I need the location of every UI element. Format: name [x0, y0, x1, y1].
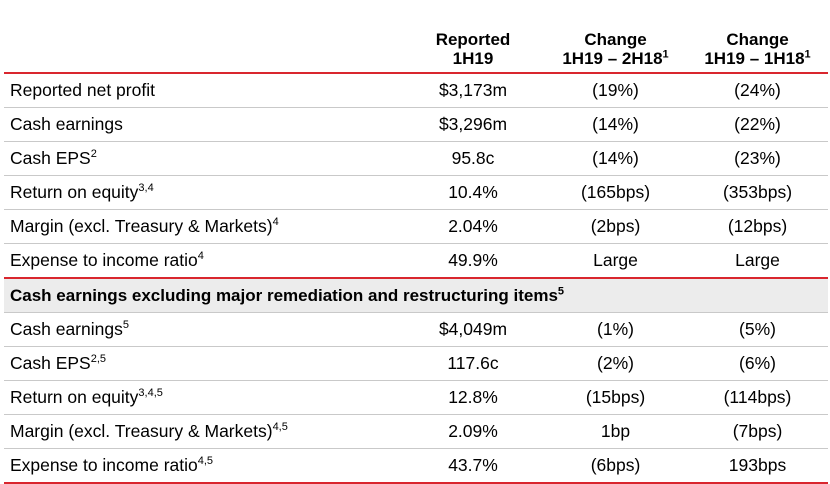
row-label-text: Expense to income ratio [10, 455, 198, 475]
header-change2-line2: 1H19 – 2H181 [544, 49, 687, 68]
table-row: Return on equity3,4,5 12.8% (15bps) (114… [4, 380, 828, 415]
section-header-row: Cash earnings excluding major remediatio… [4, 277, 828, 313]
cell-change-1h18: (353bps) [687, 175, 828, 210]
cell-reported: 43.7% [402, 448, 544, 484]
row-label: Margin (excl. Treasury & Markets)4 [4, 209, 402, 244]
header-row: Reported 1H19 Change 1H19 – 2H181 Change… [4, 24, 828, 74]
cell-reported: 49.9% [402, 243, 544, 279]
cell-reported: 2.04% [402, 209, 544, 244]
row-label: Return on equity3,4 [4, 175, 402, 210]
row-footnote: 3,4 [138, 182, 154, 195]
row-label-text: Margin (excl. Treasury & Markets) [10, 216, 273, 236]
table-row: Margin (excl. Treasury & Markets)4,5 2.0… [4, 414, 828, 449]
header-empty [4, 24, 402, 74]
table-row: Reported net profit $3,173m (19%) (24%) [4, 73, 828, 108]
header-change2-period: 1H19 – 2H18 [562, 49, 663, 68]
cell-reported: 2.09% [402, 414, 544, 449]
cell-reported: $4,049m [402, 312, 544, 347]
table-header: Reported 1H19 Change 1H19 – 2H181 Change… [4, 24, 828, 74]
row-label: Cash EPS2 [4, 141, 402, 176]
row-label-text: Return on equity [10, 182, 139, 202]
cell-change-1h18: (5%) [687, 312, 828, 347]
header-reported-1h19: Reported 1H19 [402, 24, 544, 74]
cell-change-2h18: (2bps) [544, 209, 687, 244]
row-footnote: 5 [122, 319, 129, 332]
row-label-text: Return on equity [10, 387, 139, 407]
cell-reported: 12.8% [402, 380, 544, 415]
cell-reported: 117.6c [402, 346, 544, 381]
table-row: Cash EPS2,5 117.6c (2%) (6%) [4, 346, 828, 381]
row-label: Return on equity3,4,5 [4, 380, 402, 415]
table-row: Cash EPS2 95.8c (14%) (23%) [4, 141, 828, 176]
row-label-text: Margin (excl. Treasury & Markets) [10, 421, 273, 441]
cell-change-1h18: (22%) [687, 107, 828, 142]
cell-reported: 10.4% [402, 175, 544, 210]
row-label-text: Cash EPS [10, 148, 91, 168]
cell-change-2h18: (6bps) [544, 448, 687, 484]
row-label: Cash EPS2,5 [4, 346, 402, 381]
cell-change-1h18: (12bps) [687, 209, 828, 244]
header-change-vs-2h18: Change 1H19 – 2H181 [544, 24, 687, 74]
section-header: Cash earnings excluding major remediatio… [4, 277, 828, 313]
cell-change-1h18: (23%) [687, 141, 828, 176]
row-label: Cash earnings [4, 107, 402, 142]
row-footnote: 3,4,5 [138, 387, 163, 400]
table-row: Margin (excl. Treasury & Markets)4 2.04%… [4, 209, 828, 244]
table-row: Expense to income ratio4,5 43.7% (6bps) … [4, 448, 828, 484]
header-change2-footnote: 1 [662, 48, 669, 61]
row-label: Cash earnings5 [4, 312, 402, 347]
table-row: Cash earnings5 $4,049m (1%) (5%) [4, 312, 828, 347]
table-row: Expense to income ratio4 49.9% Large Lar… [4, 243, 828, 279]
cell-reported: $3,173m [402, 73, 544, 108]
cell-change-1h18: (7bps) [687, 414, 828, 449]
row-label-text: Cash EPS [10, 353, 91, 373]
row-label: Expense to income ratio4,5 [4, 448, 402, 484]
cell-change-2h18: (14%) [544, 107, 687, 142]
row-label: Margin (excl. Treasury & Markets)4,5 [4, 414, 402, 449]
financial-results-table: Reported 1H19 Change 1H19 – 2H181 Change… [4, 24, 828, 484]
header-change3-line2: 1H19 – 1H181 [687, 49, 828, 68]
section-footnote: 5 [557, 284, 565, 297]
cell-reported: $3,296m [402, 107, 544, 142]
cell-change-1h18: (114bps) [687, 380, 828, 415]
table-row: Cash earnings $3,296m (14%) (22%) [4, 107, 828, 142]
row-footnote: 4,5 [272, 421, 288, 434]
header-change2-line1: Change [584, 30, 647, 49]
cell-change-2h18: (1%) [544, 312, 687, 347]
section-header-text: Cash earnings excluding major remediatio… [10, 285, 558, 305]
cell-change-1h18: (6%) [687, 346, 828, 381]
row-footnote: 2,5 [90, 353, 107, 366]
cell-change-2h18: Large [544, 243, 687, 279]
cell-change-2h18: (19%) [544, 73, 687, 108]
row-label-text: Cash earnings [10, 319, 123, 339]
row-footnote: 2 [90, 148, 97, 161]
cell-change-2h18: (2%) [544, 346, 687, 381]
cell-change-1h18: (24%) [687, 73, 828, 108]
cell-change-1h18: Large [687, 243, 828, 279]
cell-change-2h18: (14%) [544, 141, 687, 176]
table-body: Reported net profit $3,173m (19%) (24%) … [4, 73, 828, 484]
header-change-vs-1h18: Change 1H19 – 1H181 [687, 24, 828, 74]
header-reported-line2: 1H19 [452, 49, 494, 68]
row-label-text: Reported net profit [10, 80, 155, 100]
header-reported-line1: Reported [435, 30, 511, 49]
cell-change-2h18: 1bp [544, 414, 687, 449]
cell-change-1h18: 193bps [687, 448, 828, 484]
cell-change-2h18: (165bps) [544, 175, 687, 210]
header-change3-period: 1H19 – 1H18 [704, 49, 805, 68]
row-footnote: 4 [272, 216, 279, 229]
row-footnote: 4 [197, 250, 204, 263]
header-change3-footnote: 1 [804, 48, 811, 61]
table-row: Return on equity3,4 10.4% (165bps) (353b… [4, 175, 828, 210]
row-label-text: Expense to income ratio [10, 250, 198, 270]
cell-reported: 95.8c [402, 141, 544, 176]
cell-change-2h18: (15bps) [544, 380, 687, 415]
row-label: Reported net profit [4, 73, 402, 108]
row-label: Expense to income ratio4 [4, 243, 402, 279]
header-change3-line1: Change [726, 30, 789, 49]
row-footnote: 4,5 [197, 455, 214, 468]
row-label-text: Cash earnings [10, 114, 123, 134]
